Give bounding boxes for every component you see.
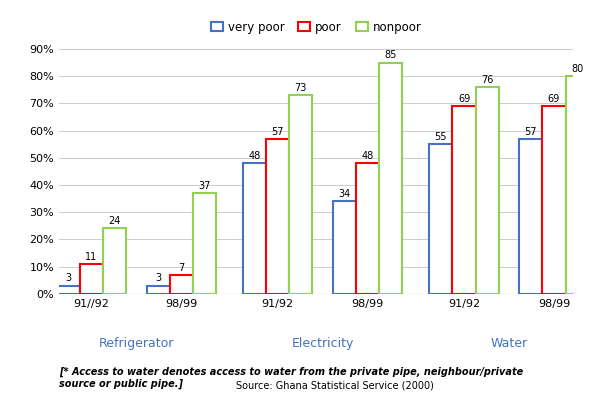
Bar xyxy=(519,139,543,294)
Legend: very poor, poor, nonpoor: very poor, poor, nonpoor xyxy=(211,20,421,33)
Text: 57: 57 xyxy=(525,126,537,137)
Text: Source: Ghana Statistical Service (2000): Source: Ghana Statistical Service (2000) xyxy=(236,381,434,391)
Bar xyxy=(103,228,126,294)
Text: 85: 85 xyxy=(385,50,397,60)
Text: Refrigerator: Refrigerator xyxy=(99,337,174,350)
Bar xyxy=(80,264,103,294)
Bar xyxy=(429,144,453,294)
Text: Electricity: Electricity xyxy=(291,337,354,350)
Text: 57: 57 xyxy=(271,126,284,137)
Text: 3: 3 xyxy=(155,273,161,284)
Bar xyxy=(476,87,499,294)
Bar xyxy=(170,275,193,294)
Bar xyxy=(147,286,170,294)
Text: 69: 69 xyxy=(548,94,560,104)
Text: 34: 34 xyxy=(338,189,350,199)
Bar xyxy=(543,106,566,294)
Text: 69: 69 xyxy=(458,94,470,104)
Text: 76: 76 xyxy=(481,75,493,85)
Text: 7: 7 xyxy=(178,262,184,273)
Bar xyxy=(356,163,379,294)
Bar xyxy=(57,286,80,294)
Bar xyxy=(379,62,402,294)
Text: 55: 55 xyxy=(434,132,447,142)
Bar xyxy=(453,106,476,294)
Text: 80: 80 xyxy=(571,64,583,74)
Text: 48: 48 xyxy=(362,151,374,161)
Text: 48: 48 xyxy=(248,151,261,161)
Bar xyxy=(243,163,266,294)
Text: 37: 37 xyxy=(198,181,210,191)
Text: 73: 73 xyxy=(294,83,307,93)
Bar xyxy=(566,76,589,294)
Bar xyxy=(266,139,289,294)
Text: 24: 24 xyxy=(108,216,121,226)
Bar xyxy=(193,193,216,294)
Text: 3: 3 xyxy=(65,273,71,284)
Text: 11: 11 xyxy=(85,252,98,262)
Text: Water: Water xyxy=(491,337,528,350)
Bar xyxy=(289,95,312,294)
Text: [* Access to water denotes access to water from the private pipe, neighbour/priv: [* Access to water denotes access to wat… xyxy=(59,367,524,389)
Bar xyxy=(333,201,356,294)
